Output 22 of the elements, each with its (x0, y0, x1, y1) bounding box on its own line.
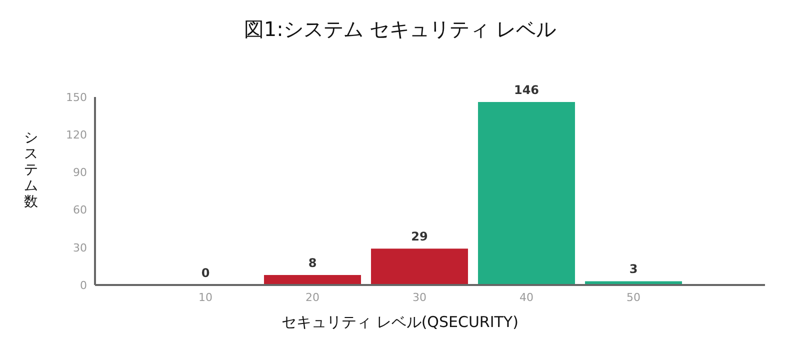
y-tick-label: 150 (66, 90, 87, 104)
y-tick-label: 120 (66, 128, 87, 142)
data-label: 29 (411, 230, 428, 244)
x-tick-label: 50 (626, 290, 640, 304)
data-label: 146 (514, 83, 540, 98)
y-tick-label: 0 (80, 278, 87, 292)
y-tick-label: 90 (73, 166, 87, 180)
bar (264, 274, 361, 285)
chart-title: 図1:システム セキュリティ レベル (242, 16, 558, 43)
data-label: 8 (308, 256, 317, 270)
bar (371, 248, 468, 285)
data-label: 0 (201, 266, 210, 280)
x-tick-label: 10 (198, 290, 212, 304)
x-tick-label: 30 (412, 290, 426, 304)
y-axis-title: システム数 (23, 130, 39, 210)
y-tick-label: 30 (73, 241, 87, 254)
bar (478, 102, 575, 285)
x-tick-label: 40 (520, 290, 534, 304)
x-tick-label: 20 (306, 290, 320, 304)
x-axis-title: セキュリティ レベル(QSECURITY) (280, 313, 520, 332)
data-label: 3 (629, 262, 638, 276)
y-tick-label: 60 (73, 204, 87, 217)
